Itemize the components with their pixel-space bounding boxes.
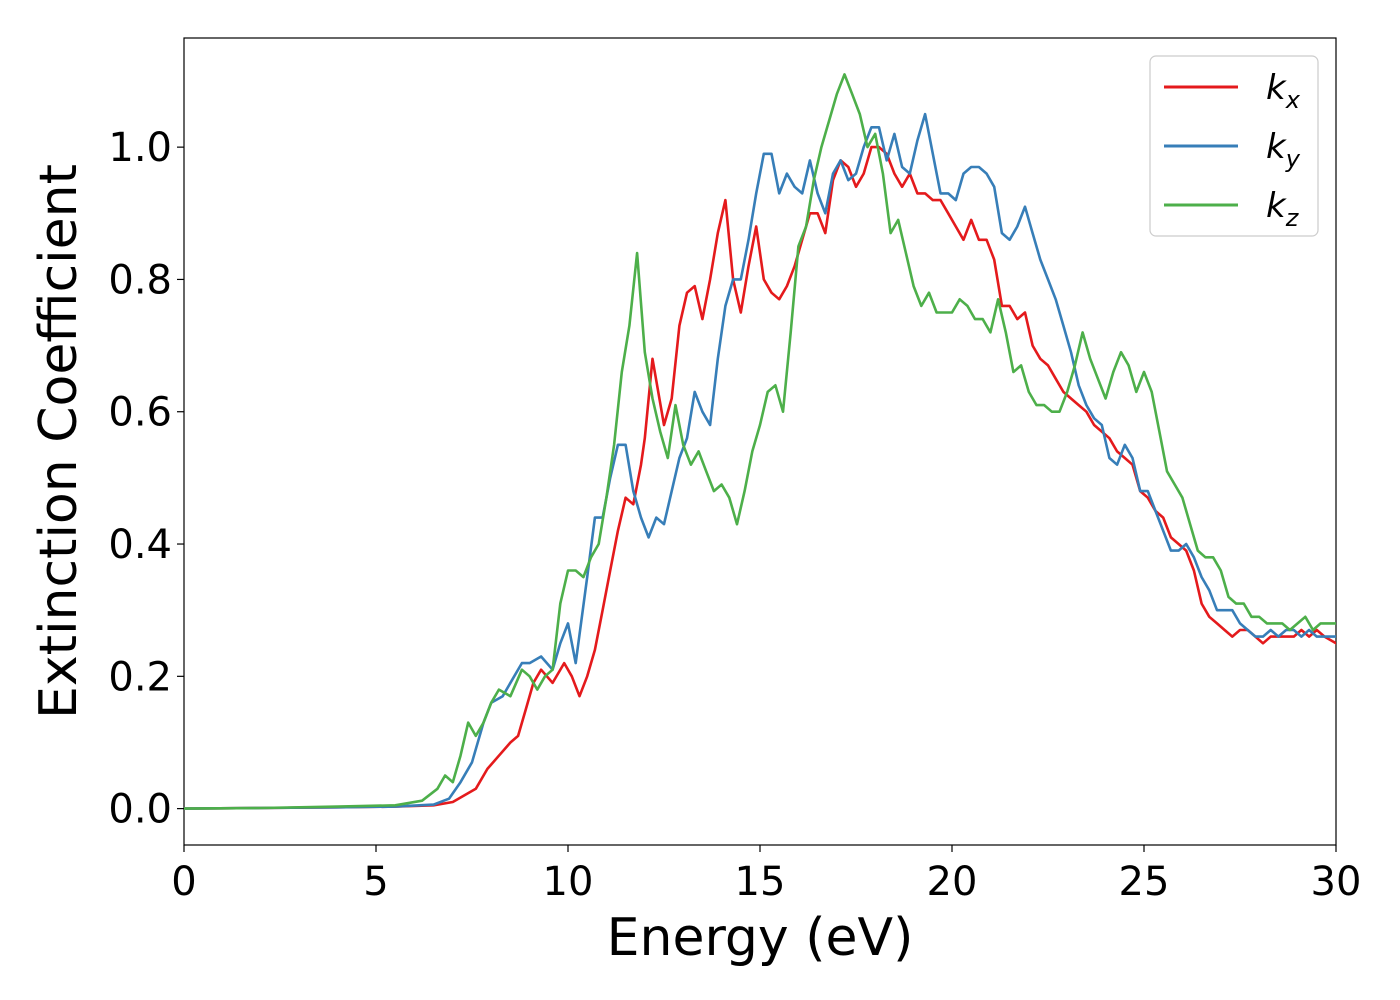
y-tick-label: 0.6 (108, 390, 172, 436)
legend-label-x: kx (1266, 68, 1301, 114)
x-axis-label: Energy (eV) (607, 908, 914, 968)
y-axis-ticks: 0.0 0.2 0.4 0.6 0.8 1.0 (108, 125, 184, 833)
series-line-x (184, 145, 1336, 810)
y-tick-label: 0.2 (108, 654, 172, 700)
legend-label-z: kz (1266, 186, 1300, 232)
series-layer (184, 73, 1336, 810)
y-axis-label: Extinction Coefficient (29, 164, 89, 719)
x-tick-label: 15 (735, 859, 786, 905)
x-tick-label: 20 (927, 859, 978, 905)
legend-label-y: ky (1266, 127, 1301, 173)
x-tick-label: 0 (171, 859, 196, 905)
y-tick-label: 0.4 (108, 522, 172, 568)
series-line-z (184, 73, 1336, 810)
x-axis-ticks: 0 5 10 15 20 25 30 (171, 845, 1361, 905)
x-tick-label: 5 (363, 859, 388, 905)
y-tick-label: 1.0 (108, 125, 172, 171)
x-tick-label: 25 (1119, 859, 1170, 905)
x-tick-label: 30 (1311, 859, 1362, 905)
x-tick-label: 10 (543, 859, 594, 905)
y-tick-label: 0.0 (108, 787, 172, 833)
y-tick-label: 0.8 (108, 257, 172, 303)
legend: kx ky kz (1149, 55, 1319, 237)
